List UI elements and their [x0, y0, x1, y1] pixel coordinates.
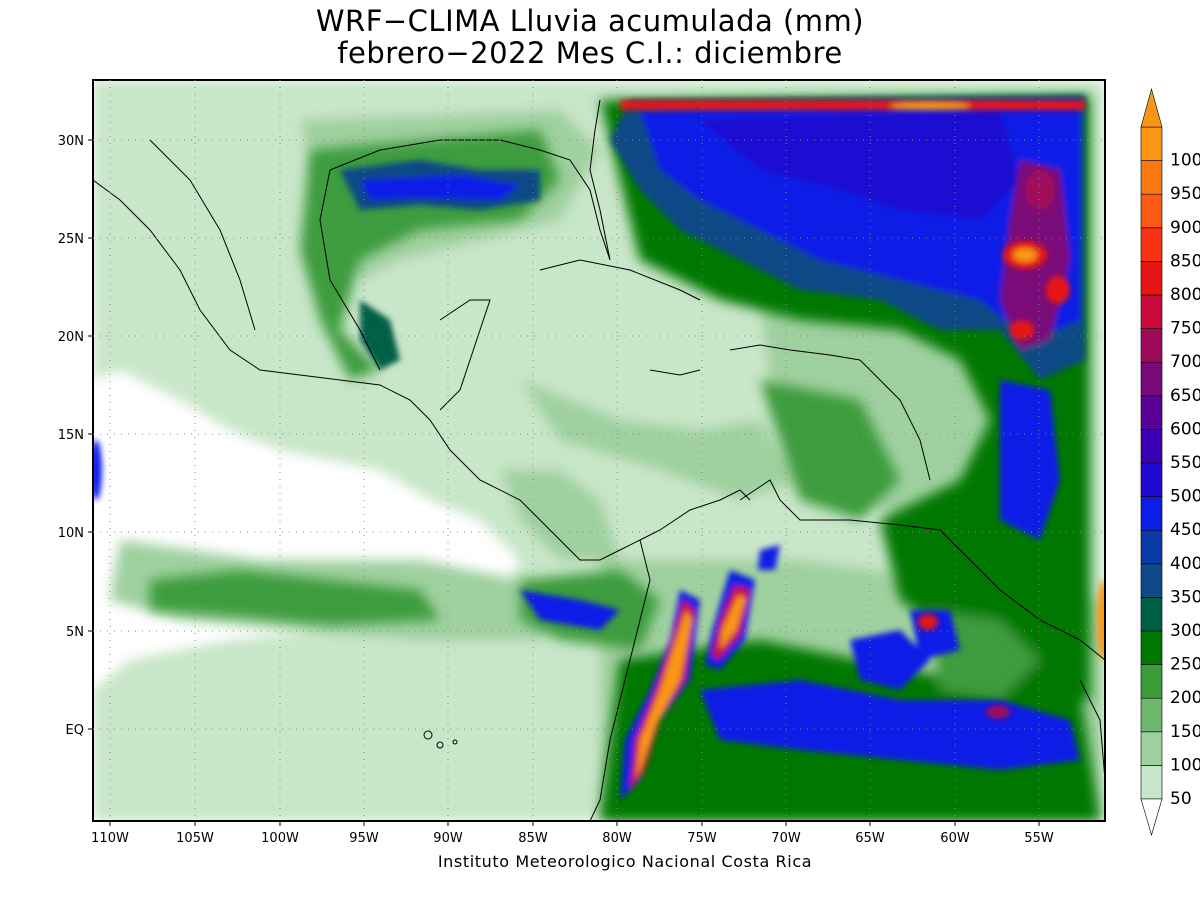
graticule: 30N 25N 20N 15N 10N 5N EQ 110W 105W 100W 95W 90W 85W… [58, 80, 1105, 846]
colorbar-swatch [1140, 429, 1163, 464]
lon-label: 60W [940, 831, 970, 846]
coastlines [93, 99, 1105, 821]
colorbar-label: 700 [1170, 352, 1200, 372]
lat-label: 5N [66, 625, 84, 640]
colorbar-swatch [1140, 462, 1163, 497]
colorbar-swatch [1140, 697, 1163, 733]
colorbar-swatch [1140, 630, 1163, 665]
colorbar-label: 800 [1170, 285, 1200, 305]
colorbar-label: 850 [1170, 251, 1200, 271]
lon-label: 85W [518, 831, 548, 846]
colorbar-label: 350 [1170, 587, 1200, 607]
colorbar-label: 550 [1170, 453, 1200, 473]
credit-text: Instituto Meteorologico Nacional Costa R… [437, 852, 813, 871]
lon-label: 55W [1024, 831, 1054, 846]
lon-label: 105W [176, 831, 214, 846]
colorbar-label: 450 [1170, 520, 1200, 540]
colorbar-label: 400 [1170, 554, 1200, 574]
colorbar-bottom-arrow [1140, 798, 1163, 837]
colorbar: 50 100 150 200 250 300 350 400 450 500 550 600 650 70… [1140, 87, 1200, 837]
colorbar-swatch [1140, 126, 1163, 161]
colorbar-label: 1000 [1170, 151, 1200, 171]
lat-label: 20N [58, 330, 84, 345]
colorbar-swatch [1140, 395, 1163, 430]
lat-label: 10N [58, 526, 84, 541]
colorbar-swatch [1140, 227, 1163, 262]
colorbar-swatch [1140, 563, 1163, 598]
colorbar-swatch [1140, 160, 1163, 195]
colorbar-top-arrow [1140, 87, 1163, 128]
colorbar-swatch [1140, 193, 1163, 229]
lat-label: 30N [58, 134, 84, 149]
colorbar-swatch [1140, 261, 1163, 296]
colorbar-swatch [1140, 664, 1163, 699]
colorbar-label: 900 [1170, 218, 1200, 238]
map-frame [92, 79, 1106, 822]
lon-label: 95W [349, 831, 379, 846]
rainfall-field [93, 80, 1105, 821]
lon-label: 100W [261, 831, 299, 846]
colorbar-label: 650 [1170, 386, 1200, 406]
map-title: WRF−CLIMA Lluvia acumulada (mm) [315, 4, 865, 38]
colorbar-swatch [1140, 529, 1163, 565]
lon-label: 90W [433, 831, 463, 846]
colorbar-label: 150 [1170, 722, 1200, 742]
colorbar-label: 500 [1170, 487, 1200, 507]
colorbar-label: 300 [1170, 621, 1200, 641]
lat-label: 25N [58, 232, 84, 247]
colorbar-label: 200 [1170, 688, 1200, 708]
lon-label: 110W [91, 831, 129, 846]
colorbar-swatch [1140, 294, 1163, 329]
lon-label: 70W [771, 831, 801, 846]
colorbar-swatch [1140, 731, 1163, 766]
colorbar-swatch [1140, 328, 1163, 363]
colorbar-label: 750 [1170, 319, 1200, 339]
lon-label: 80W [602, 831, 632, 846]
lat-label: EQ [66, 723, 84, 738]
colorbar-swatch [1140, 361, 1163, 397]
colorbar-swatch [1140, 597, 1163, 632]
colorbar-swatch [1140, 765, 1163, 800]
map-subtitle: febrero−2022 Mes C.I.: diciembre [337, 36, 843, 70]
colorbar-label: 100 [1170, 755, 1200, 775]
colorbar-label: 50 [1170, 789, 1192, 809]
colorbar-label: 950 [1170, 184, 1200, 204]
lon-label: 65W [855, 831, 885, 846]
colorbar-label: 600 [1170, 419, 1200, 439]
lat-label: 15N [58, 428, 84, 443]
colorbar-swatch [1140, 496, 1163, 531]
colorbar-label: 250 [1170, 655, 1200, 675]
lon-label: 75W [687, 831, 717, 846]
